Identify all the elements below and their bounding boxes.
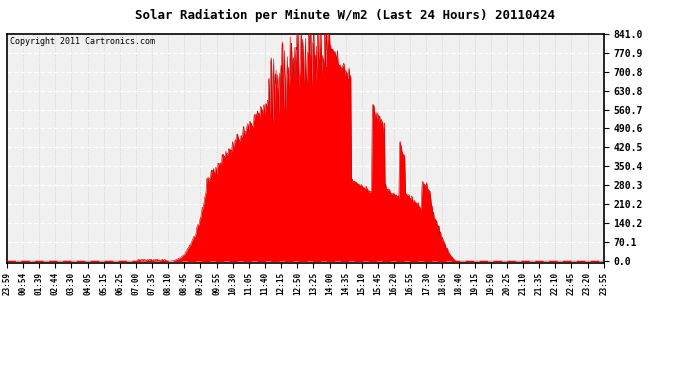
Text: Copyright 2011 Cartronics.com: Copyright 2011 Cartronics.com [10, 37, 155, 46]
Text: Solar Radiation per Minute W/m2 (Last 24 Hours) 20110424: Solar Radiation per Minute W/m2 (Last 24… [135, 9, 555, 22]
